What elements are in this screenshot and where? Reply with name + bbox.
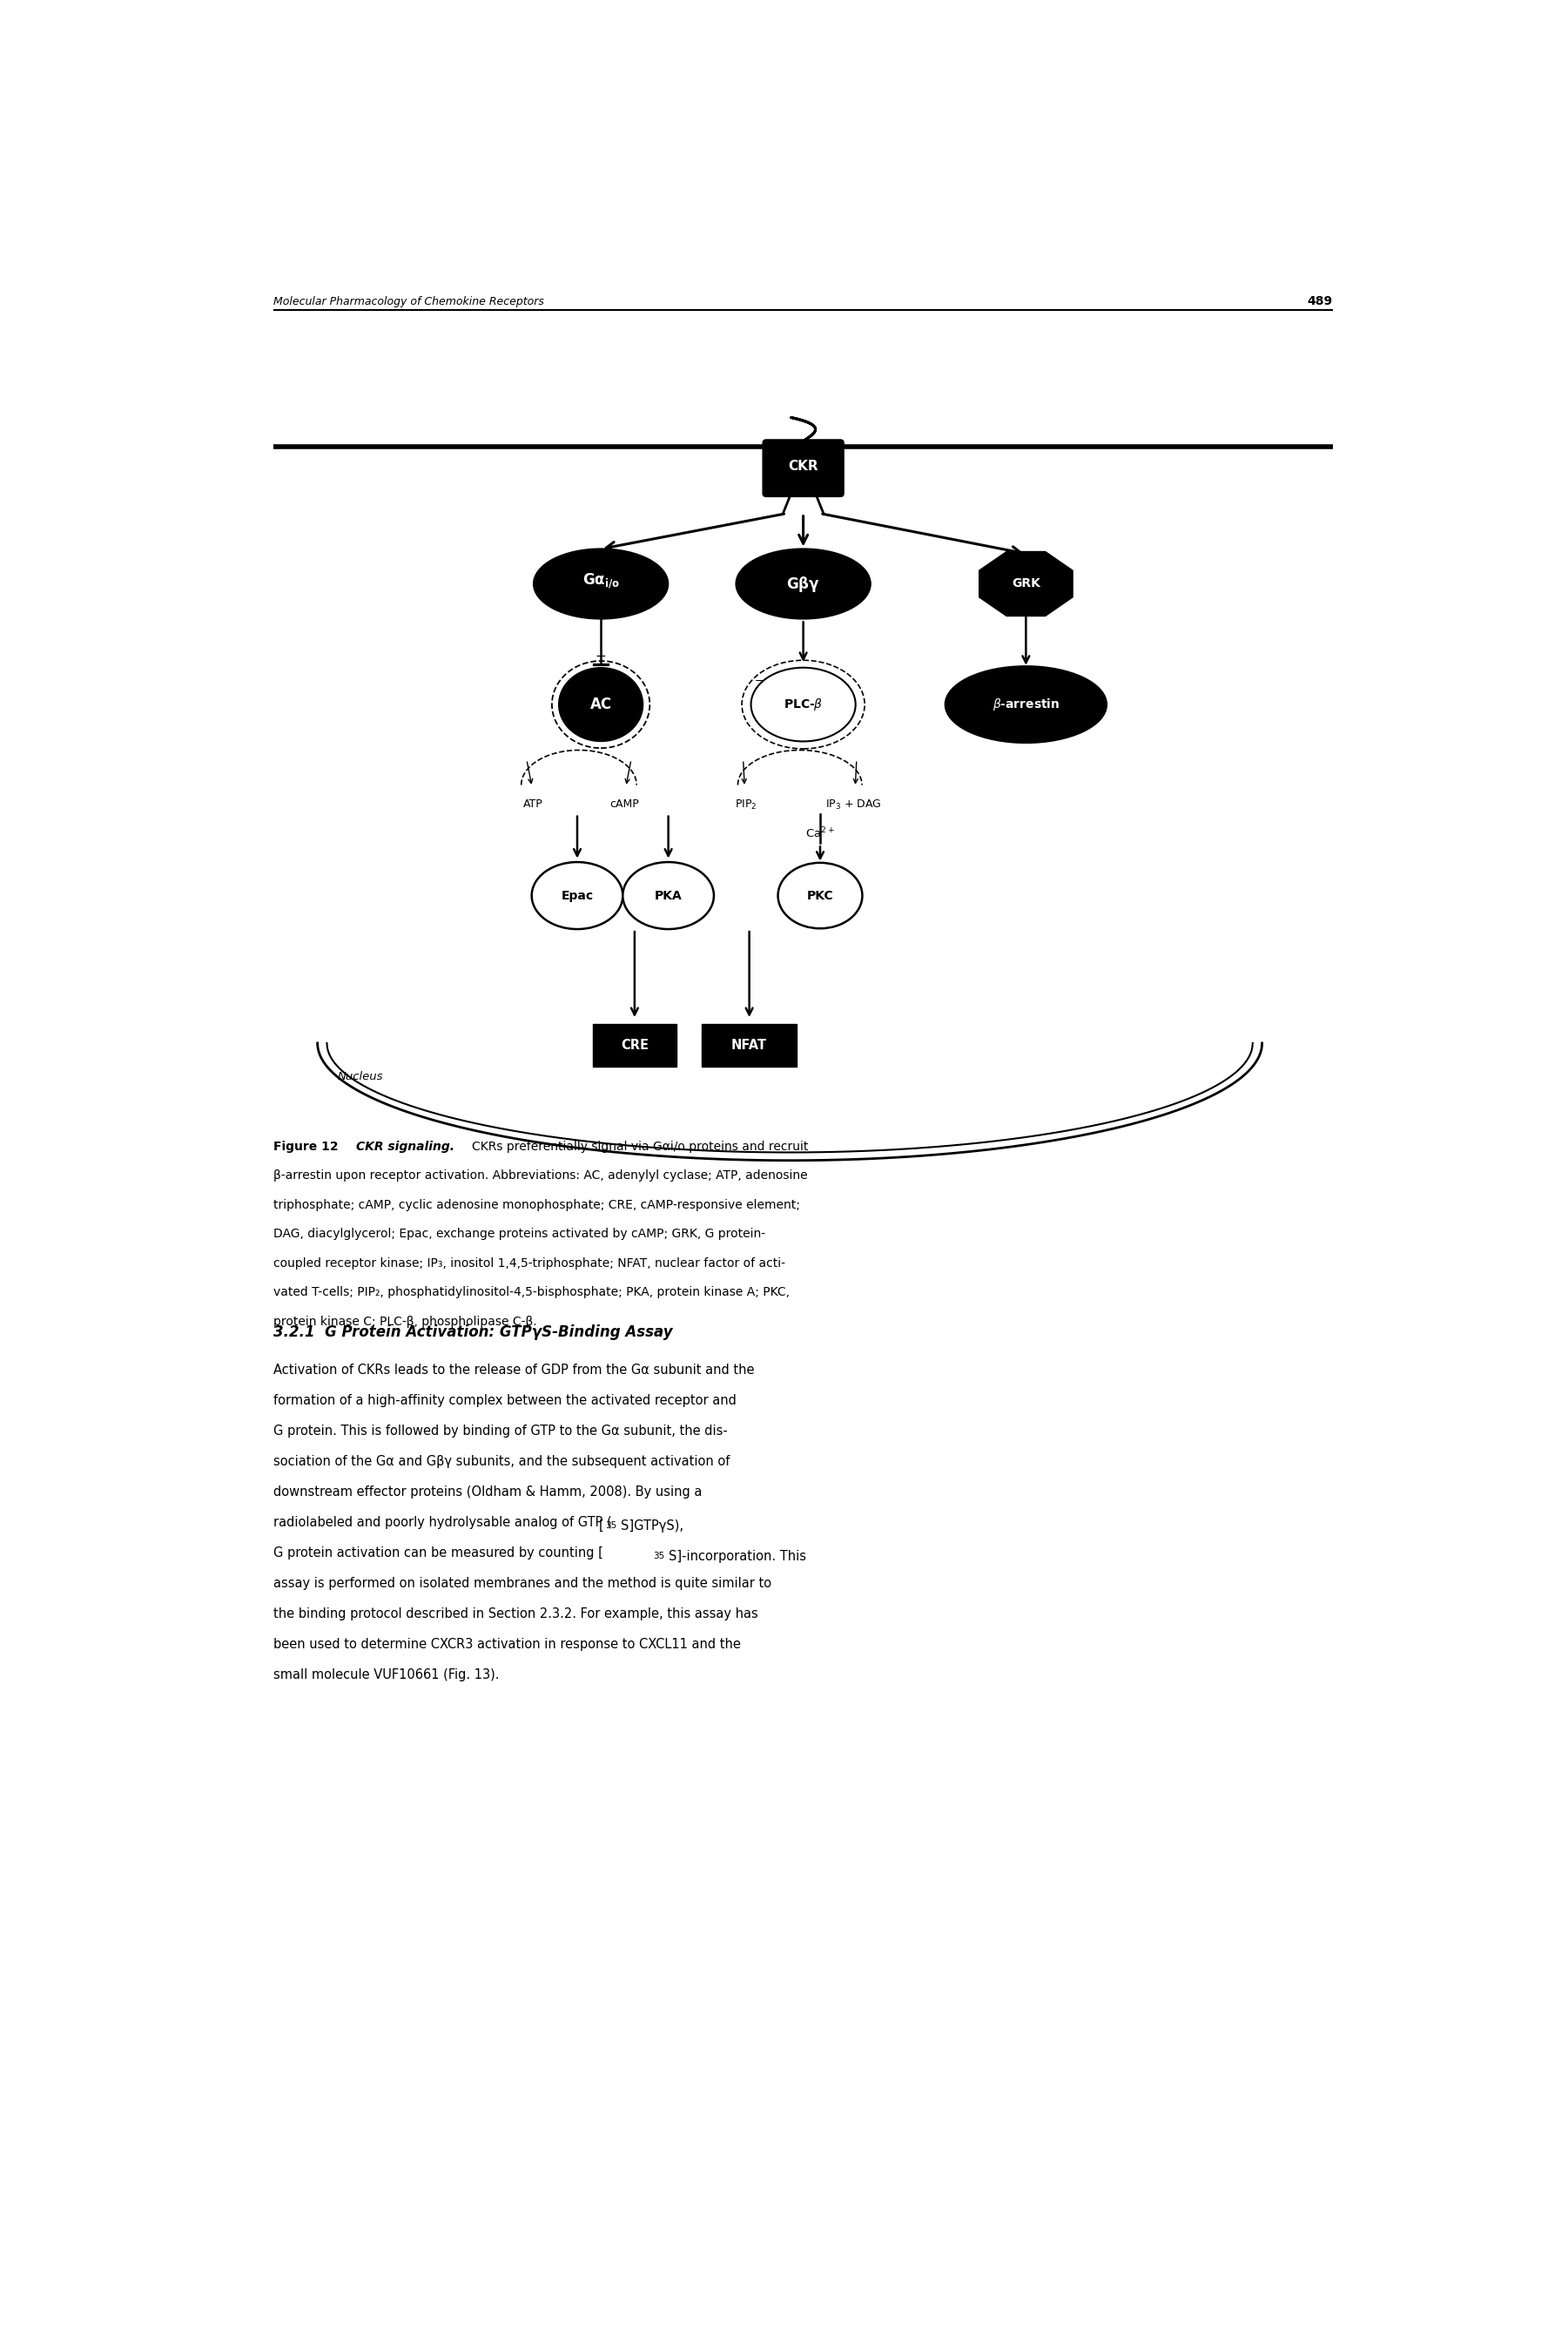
Text: triphosphate; cAMP, cyclic adenosine monophosphate; CRE, cAMP-responsive element: triphosphate; cAMP, cyclic adenosine mon… [273,1199,800,1211]
Text: coupled receptor kinase; IP₃, inositol 1,4,5-triphosphate; NFAT, nuclear factor : coupled receptor kinase; IP₃, inositol 1… [273,1258,786,1270]
Ellipse shape [532,863,622,929]
FancyBboxPatch shape [702,1023,797,1067]
Text: PKA: PKA [654,889,682,903]
Text: CRE: CRE [621,1039,649,1051]
Text: S]-incorporation. This: S]-incorporation. This [668,1549,806,1563]
Ellipse shape [622,863,713,929]
Text: G$\mathbf{\alpha_{i/o}}$: G$\mathbf{\alpha_{i/o}}$ [582,571,619,590]
Text: downstream effector proteins (Oldham & Hamm, 2008). By using a: downstream effector proteins (Oldham & H… [273,1486,702,1498]
Text: 3.2.1  G Protein Activation: GTPγS-Binding Assay: 3.2.1 G Protein Activation: GTPγS-Bindin… [273,1324,673,1340]
Text: CKR signaling.: CKR signaling. [356,1140,455,1152]
Text: assay is performed on isolated membranes and the method is quite similar to: assay is performed on isolated membranes… [273,1578,771,1589]
Text: β-arrestin upon receptor activation. Abbreviations: AC, adenylyl cyclase; ATP, a: β-arrestin upon receptor activation. Abb… [273,1168,808,1183]
Text: PKC: PKC [808,889,834,903]
Text: radiolabeled and poorly hydrolysable analog of GTP (: radiolabeled and poorly hydrolysable ana… [273,1516,612,1528]
Text: 489: 489 [1308,296,1333,308]
Text: formation of a high-affinity complex between the activated receptor and: formation of a high-affinity complex bet… [273,1394,737,1408]
Text: $\beta$-arrestin: $\beta$-arrestin [993,696,1060,712]
Text: protein kinase C; PLC-β, phospholipase C-β.: protein kinase C; PLC-β, phospholipase C… [273,1314,538,1328]
Text: IP$_3$ + DAG: IP$_3$ + DAG [826,799,881,811]
Text: Nucleus: Nucleus [337,1072,384,1081]
Text: 35: 35 [654,1552,665,1561]
Text: Ca$^{2+}$: Ca$^{2+}$ [806,825,834,842]
FancyBboxPatch shape [762,440,844,496]
Text: PLC-$\beta$: PLC-$\beta$ [784,696,823,712]
Text: small molecule VUF10661 (Fig. 13).: small molecule VUF10661 (Fig. 13). [273,1669,500,1681]
Text: AC: AC [590,696,612,712]
Text: vated T-cells; PIP₂, phosphatidylinositol-4,5-bisphosphate; PKA, protein kinase : vated T-cells; PIP₂, phosphatidylinosito… [273,1286,790,1298]
Text: Molecular Pharmacology of Chemokine Receptors: Molecular Pharmacology of Chemokine Rece… [273,296,544,308]
Text: CKR: CKR [789,461,818,473]
Text: GRK: GRK [1011,578,1040,590]
Text: ATP: ATP [524,799,543,809]
Text: G protein activation can be measured by counting [: G protein activation can be measured by … [273,1547,604,1559]
Ellipse shape [735,548,870,618]
Text: −: − [596,649,607,663]
Ellipse shape [533,548,668,618]
Ellipse shape [946,665,1107,743]
Text: Figure 12: Figure 12 [273,1140,339,1152]
FancyBboxPatch shape [593,1023,676,1067]
Text: the binding protocol described in Section 2.3.2. For example, this assay has: the binding protocol described in Sectio… [273,1608,759,1620]
Text: G protein. This is followed by binding of GTP to the Gα subunit, the dis-: G protein. This is followed by binding o… [273,1425,728,1439]
Text: NFAT: NFAT [731,1039,767,1051]
Text: −: − [754,675,764,686]
Text: 35: 35 [605,1521,618,1531]
Text: cAMP: cAMP [610,799,640,809]
Text: [: [ [599,1519,604,1533]
Text: been used to determine CXCR3 activation in response to CXCL11 and the: been used to determine CXCR3 activation … [273,1639,742,1650]
Text: Epac: Epac [561,889,593,903]
Text: CKRs preferentially signal via Gαi/o proteins and recruit: CKRs preferentially signal via Gαi/o pro… [472,1140,809,1152]
Text: sociation of the Gα and Gβγ subunits, and the subsequent activation of: sociation of the Gα and Gβγ subunits, an… [273,1455,731,1467]
Polygon shape [978,552,1073,616]
Text: Activation of CKRs leads to the release of GDP from the Gα subunit and the: Activation of CKRs leads to the release … [273,1364,754,1378]
Text: DAG, diacylglycerol; Epac, exchange proteins activated by cAMP; GRK, G protein-: DAG, diacylglycerol; Epac, exchange prot… [273,1227,765,1239]
Text: PIP$_2$: PIP$_2$ [735,799,757,811]
Ellipse shape [778,863,862,929]
Ellipse shape [751,668,856,741]
Ellipse shape [558,668,643,741]
Text: S]GTPγS),: S]GTPγS), [621,1519,684,1533]
Text: G$\mathbf{\beta\gamma}$: G$\mathbf{\beta\gamma}$ [787,574,820,592]
